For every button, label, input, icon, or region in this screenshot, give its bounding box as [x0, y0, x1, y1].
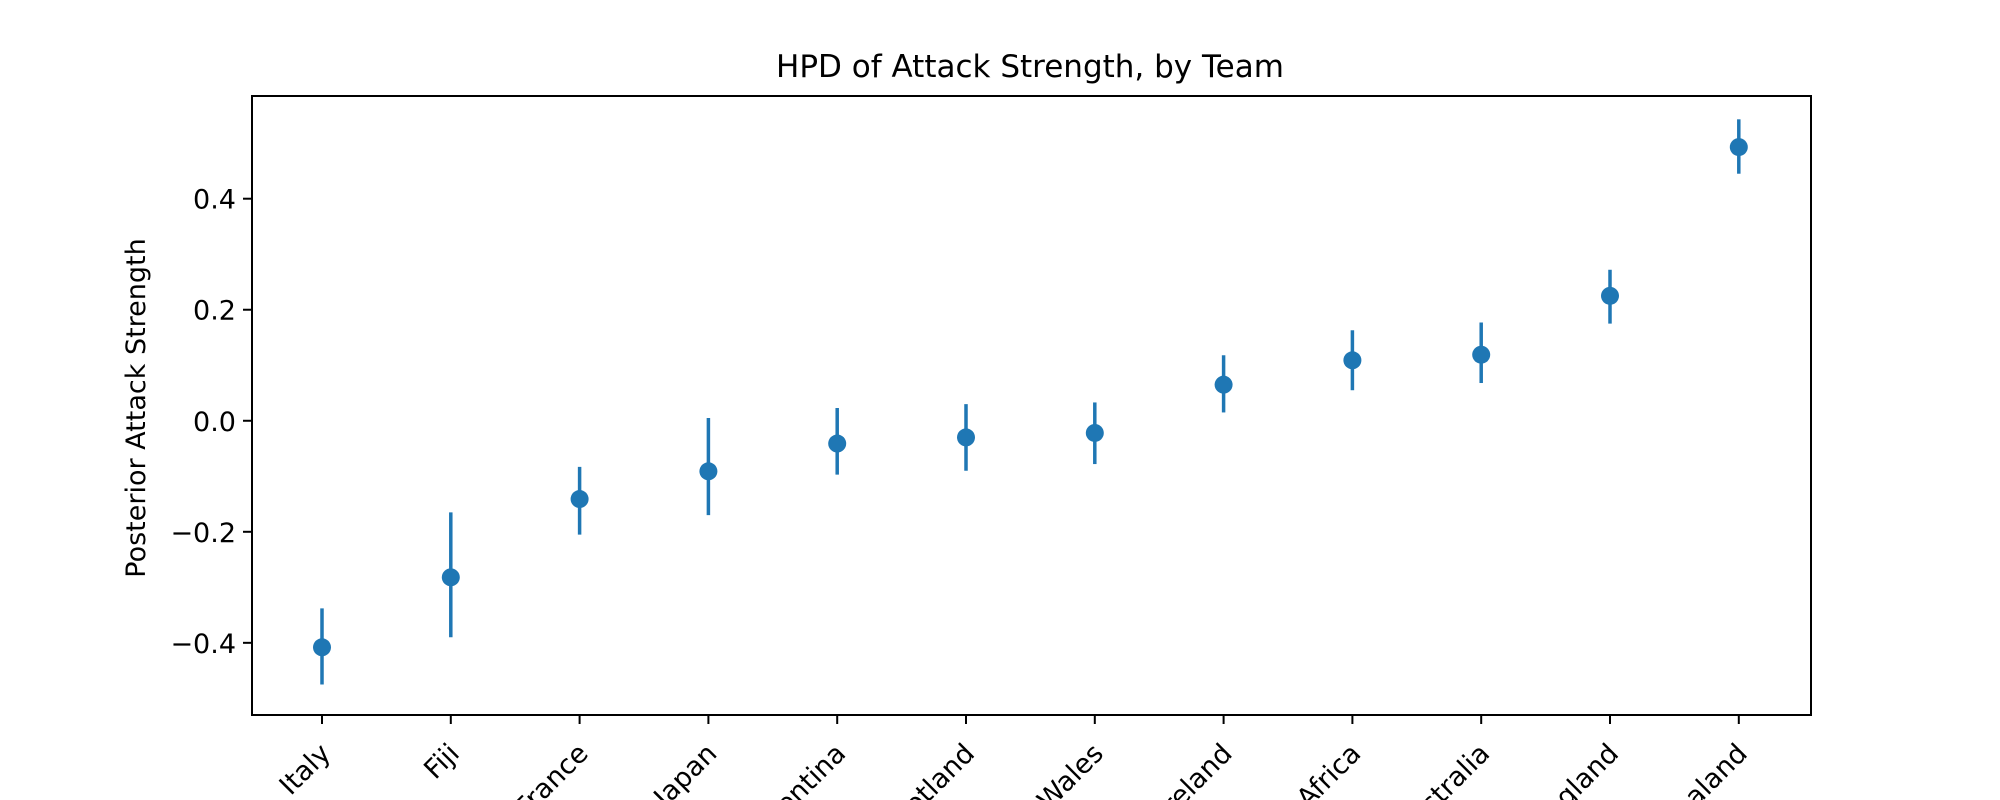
y-tick-label: 0.0: [193, 407, 236, 438]
data-point: [1343, 351, 1362, 370]
y-tick-label: −0.4: [170, 629, 236, 660]
y-axis-label: Posterior Attack Strength: [121, 238, 152, 577]
x-tick-label: Africa: [1291, 738, 1367, 800]
y-tick-label: 0.4: [193, 185, 236, 216]
x-tick-label: ngland: [1538, 738, 1625, 800]
x-tick-label: Fiji: [418, 738, 465, 785]
data-point: [957, 428, 975, 447]
x-tick-label: entina: [770, 738, 852, 800]
x-tick-label: stralia: [1415, 738, 1496, 800]
data-point: [570, 490, 589, 509]
data-point: [1729, 138, 1748, 157]
x-tick-label: France: [509, 738, 594, 800]
data-point: [441, 568, 460, 587]
data-point: [828, 434, 847, 453]
data-point: [1214, 375, 1233, 394]
x-tick-label: Italy: [274, 738, 337, 800]
chart-title: HPD of Attack Strength, by Team: [776, 49, 1284, 85]
y-tick-label: −0.2: [170, 518, 236, 549]
data-point: [313, 638, 331, 657]
plot-frame: [251, 95, 1812, 716]
y-tick-label: 0.2: [193, 296, 236, 327]
x-tick-label: otland: [899, 738, 981, 800]
data-point: [1472, 345, 1491, 364]
x-tick-label: Japan: [647, 738, 724, 800]
data-point: [1601, 286, 1619, 305]
x-tick-label: Wales: [1031, 738, 1109, 800]
data-point: [1085, 423, 1104, 442]
x-tick-label: ealand: [1667, 738, 1754, 800]
x-tick-label: Ireland: [1151, 738, 1239, 800]
chart-marks: −0.4 −0.2 0.0 0.2 0.4 Italy Fiji France Japan ent…: [170, 119, 1754, 800]
data-point: [699, 462, 718, 481]
